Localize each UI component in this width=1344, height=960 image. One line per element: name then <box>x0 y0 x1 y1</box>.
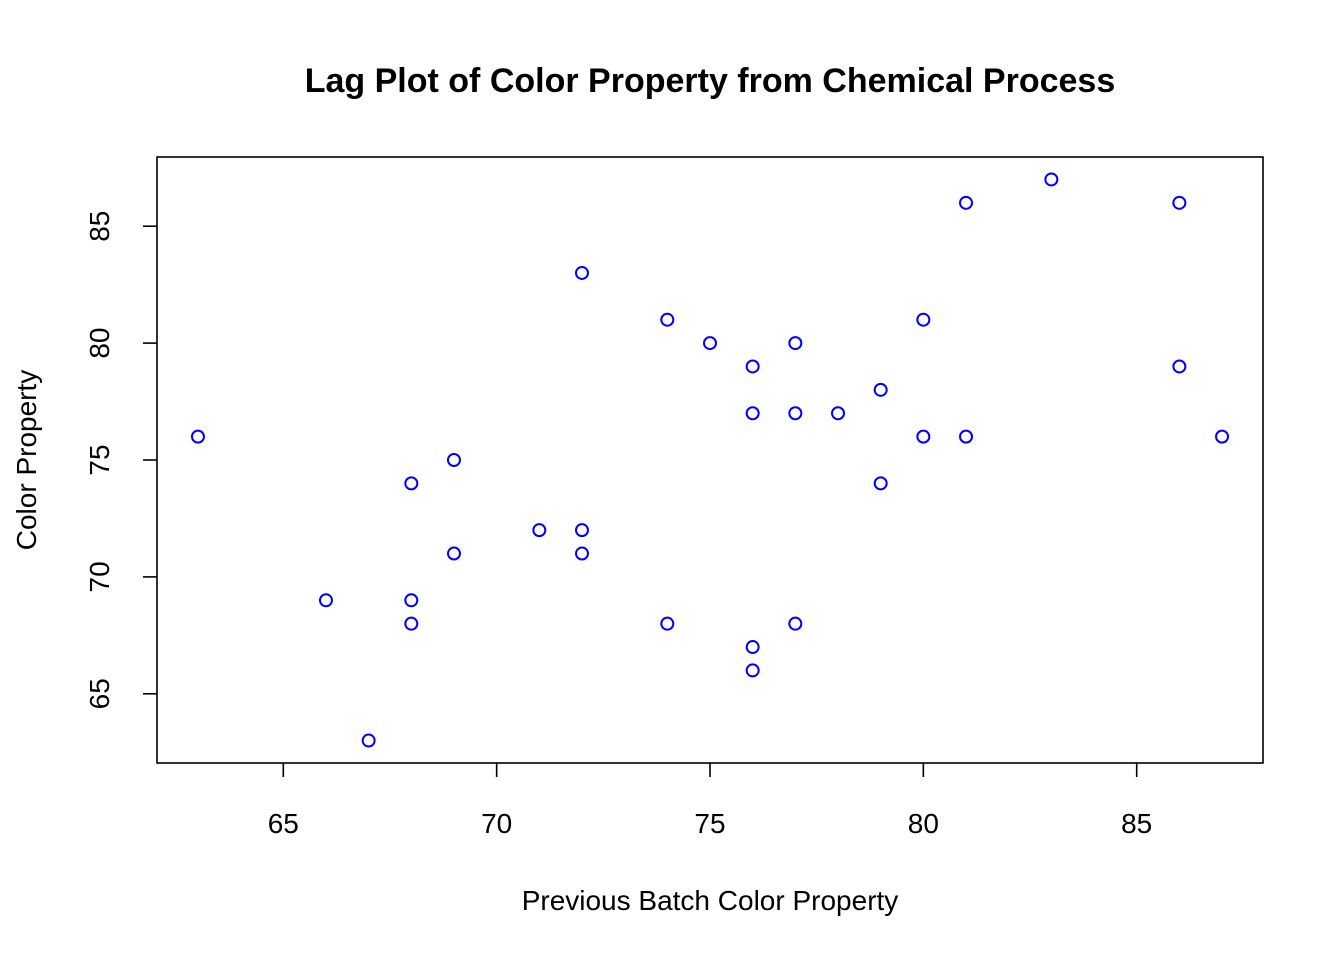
y-tick-label: 85 <box>84 211 115 242</box>
data-point <box>660 312 675 327</box>
data-point <box>404 593 419 608</box>
x-tick-label: 80 <box>908 808 939 839</box>
data-point <box>1172 195 1187 210</box>
y-tick-label: 65 <box>84 678 115 709</box>
x-tick-label: 85 <box>1121 808 1152 839</box>
data-point <box>1044 172 1059 187</box>
data-point <box>745 406 760 421</box>
data-point <box>361 733 376 748</box>
data-point <box>574 523 589 538</box>
x-axis-label: Previous Batch Color Property <box>522 885 899 916</box>
data-points <box>190 172 1230 748</box>
data-point <box>574 546 589 561</box>
plot-frame <box>156 156 1264 764</box>
data-point <box>916 429 931 444</box>
data-point <box>404 476 419 491</box>
y-tick-label: 80 <box>84 328 115 359</box>
data-point <box>745 663 760 678</box>
data-point <box>404 616 419 631</box>
y-tick-label: 75 <box>84 444 115 475</box>
data-point <box>703 336 717 351</box>
data-point <box>532 523 547 538</box>
x-tick-label: 75 <box>694 808 725 839</box>
data-point <box>873 476 888 491</box>
x-tick-label: 70 <box>481 808 512 839</box>
data-point <box>745 359 760 374</box>
chart-title: Lag Plot of Color Property from Chemical… <box>305 62 1116 100</box>
data-point <box>1215 429 1230 444</box>
data-point <box>745 640 760 655</box>
data-point <box>190 429 205 444</box>
data-point <box>446 453 461 467</box>
y-axis-label: Color Property <box>11 370 42 551</box>
data-point <box>788 336 803 351</box>
data-point <box>831 406 846 421</box>
y-axis: 65 70 75 80 85 <box>84 211 157 709</box>
data-point <box>788 616 803 631</box>
data-point <box>959 195 974 210</box>
data-point <box>788 406 803 421</box>
data-point <box>1172 359 1187 374</box>
data-point <box>574 265 589 280</box>
data-point <box>446 546 461 561</box>
x-axis: 65 70 75 80 85 <box>268 763 1152 839</box>
data-point <box>873 382 888 397</box>
data-point <box>959 429 974 444</box>
y-tick-label: 70 <box>84 561 115 592</box>
data-point <box>660 616 675 631</box>
data-point <box>916 312 931 327</box>
data-point <box>318 593 333 608</box>
x-tick-label: 65 <box>268 808 299 839</box>
